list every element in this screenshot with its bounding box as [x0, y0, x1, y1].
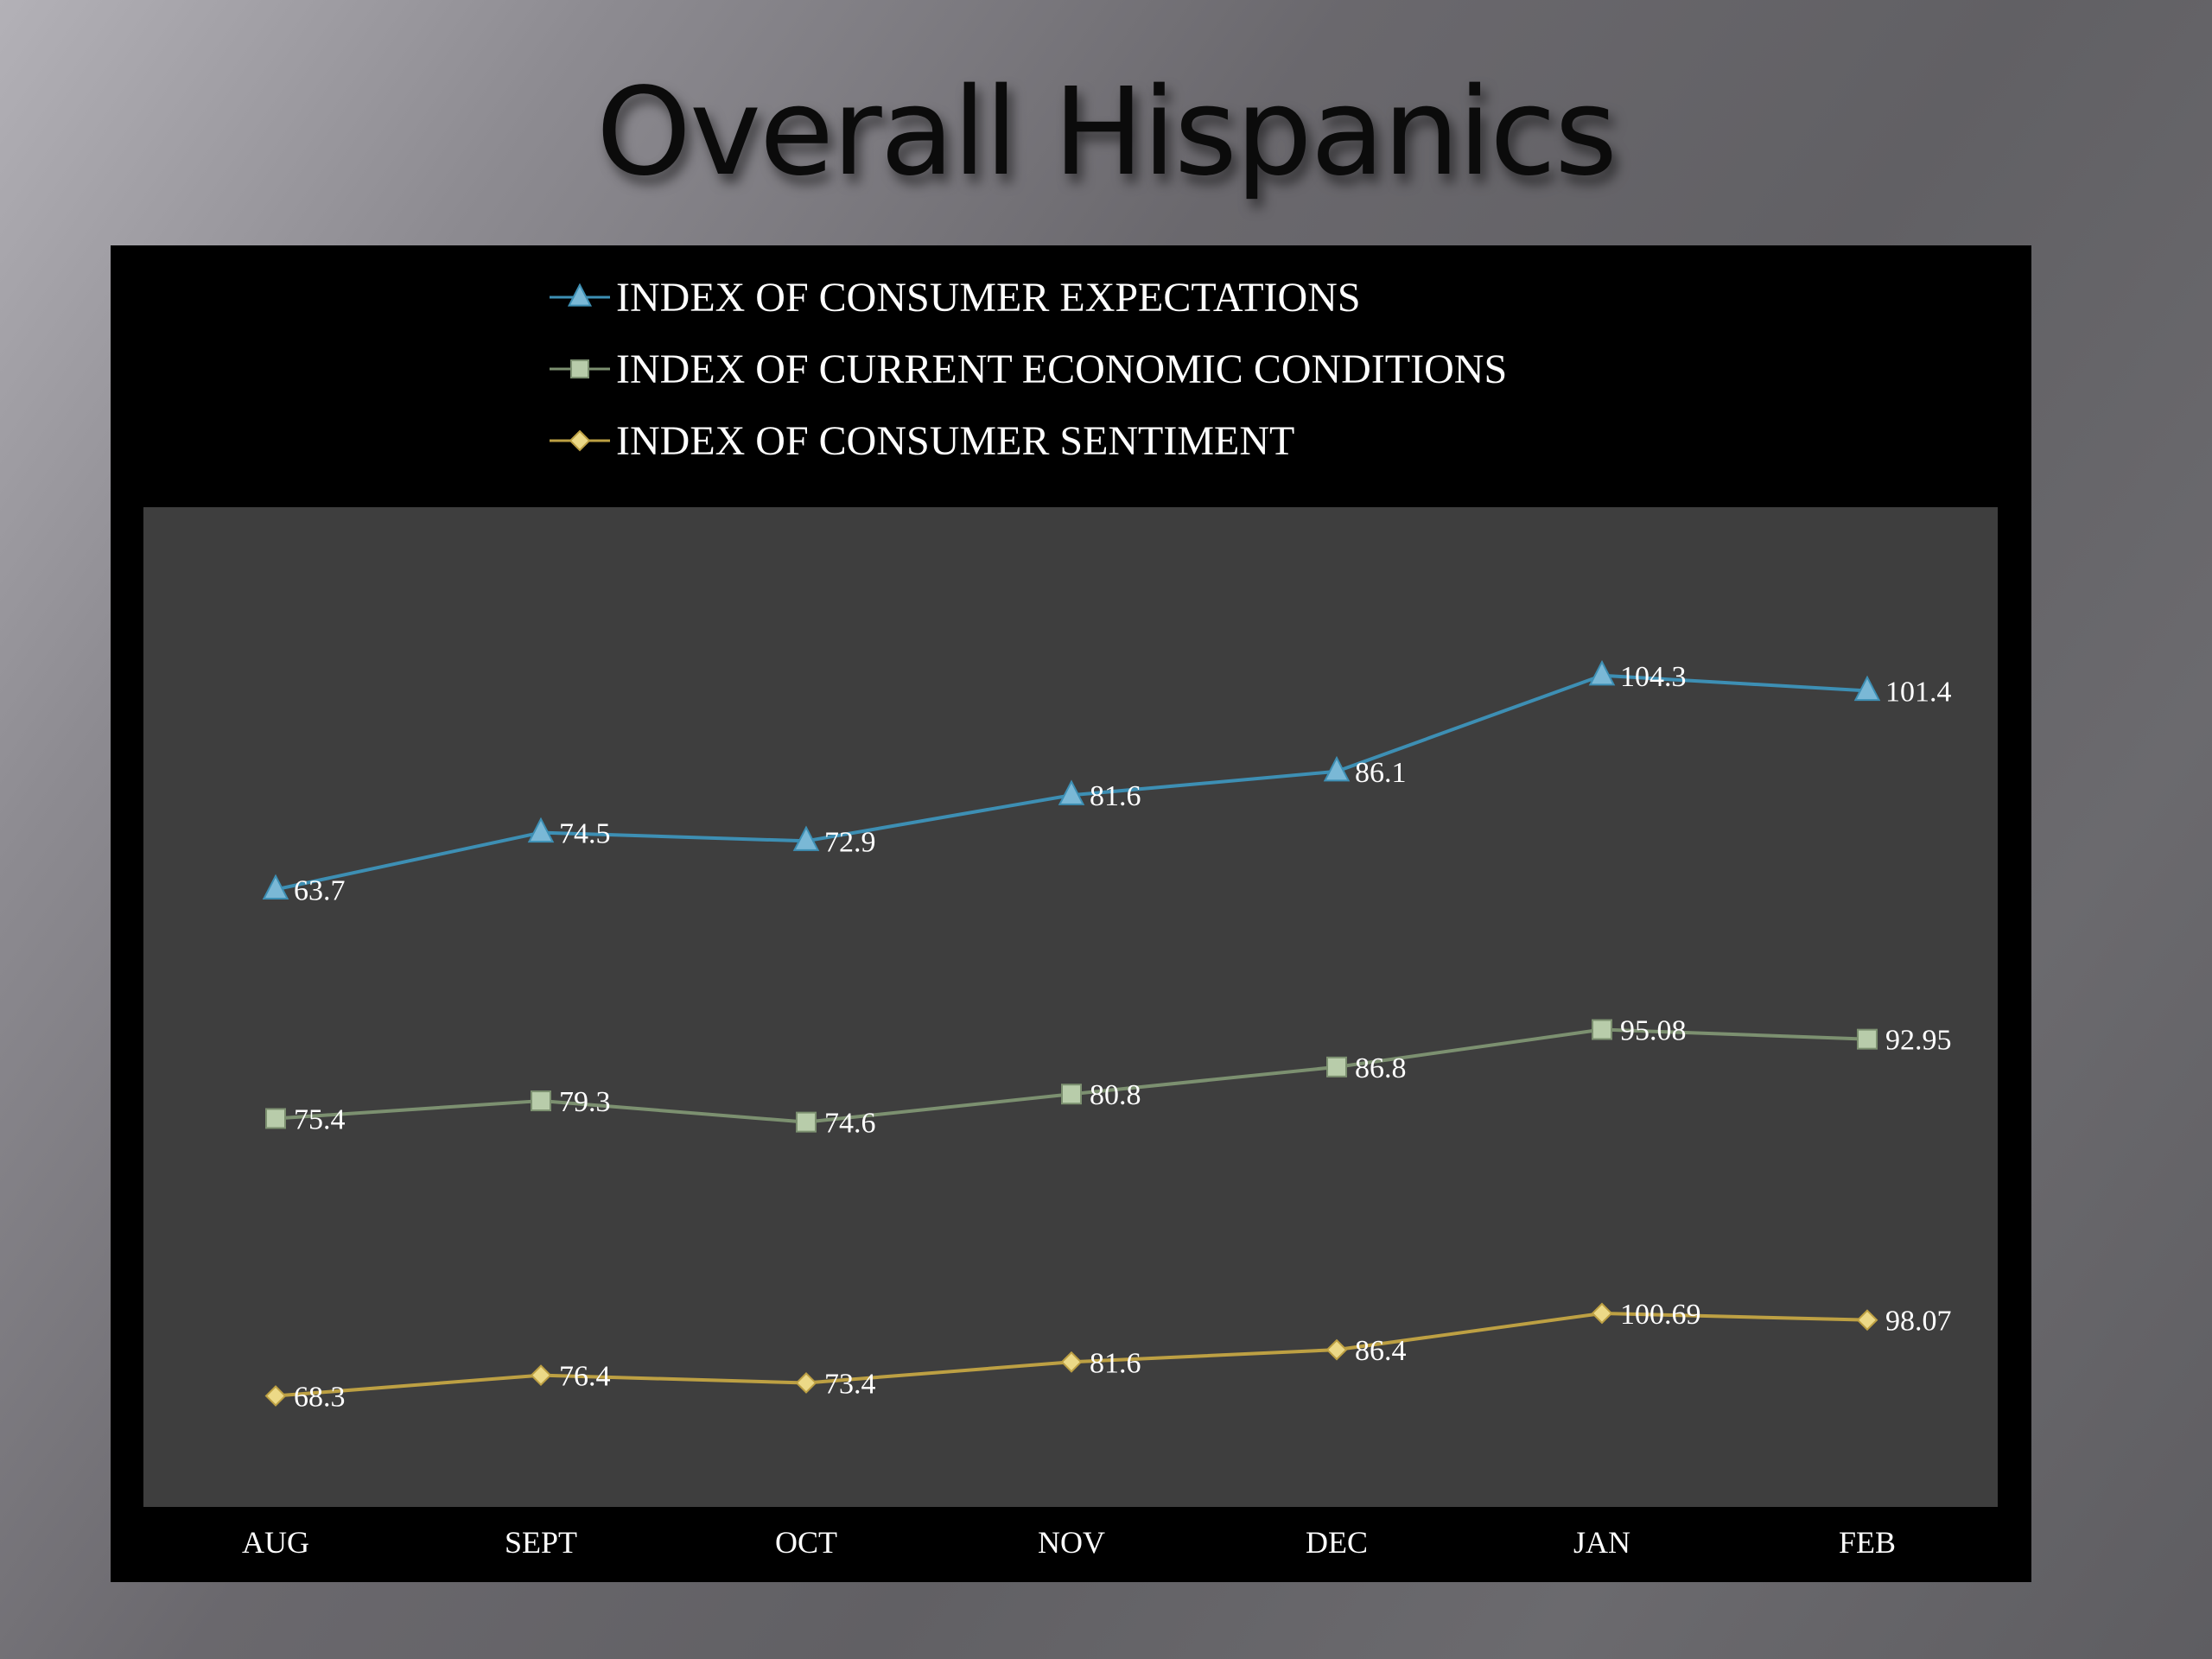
x-tick-label: FEB — [1839, 1525, 1896, 1560]
x-axis-ticks: AUG SEPT OCT NOV DEC JAN FEB — [242, 1525, 1896, 1560]
series-markers — [262, 659, 1881, 1407]
data-point — [1325, 1338, 1348, 1361]
data-label: 81.6 — [1090, 1347, 1141, 1379]
data-point — [1323, 755, 1351, 782]
triangle-marker-legend-icon — [567, 283, 593, 307]
data-label: 92.95 — [1885, 1025, 1952, 1057]
data-label: 63.7 — [294, 874, 346, 906]
data-label: 74.5 — [559, 818, 611, 850]
data-point — [796, 1111, 817, 1133]
data-point — [531, 1090, 551, 1112]
data-label: 100.69 — [1620, 1299, 1701, 1331]
data-point — [530, 1364, 552, 1387]
data-label: 74.6 — [824, 1108, 876, 1140]
line-chart: INDEX OF CONSUMER EXPECTATIONS INDEX OF C… — [143, 275, 1998, 1560]
data-point — [264, 1385, 287, 1407]
x-tick-label: OCT — [775, 1525, 837, 1560]
data-point — [1588, 659, 1616, 686]
data-point — [1857, 1028, 1878, 1050]
data-point — [1856, 1309, 1878, 1332]
legend-entry: INDEX OF CONSUMER EXPECTATIONS — [616, 275, 1361, 321]
data-label: 86.4 — [1355, 1335, 1407, 1367]
data-point — [1061, 1084, 1082, 1105]
data-labels: 63.7 74.5 72.9 81.6 86.1 104.3 101.4 75.4 79.3 74… — [294, 661, 1952, 1414]
data-point — [1853, 675, 1881, 702]
data-label: 79.3 — [559, 1086, 611, 1118]
data-label: 86.8 — [1355, 1052, 1407, 1084]
legend: INDEX OF CONSUMER EXPECTATIONS INDEX OF C… — [550, 275, 1507, 464]
diamond-marker-legend-icon — [569, 429, 591, 452]
data-label: 72.9 — [824, 826, 876, 858]
chart-frame: INDEX OF CONSUMER EXPECTATIONS INDEX OF C… — [111, 245, 2031, 1582]
plot-area — [143, 507, 1998, 1507]
x-tick-label: JAN — [1573, 1525, 1630, 1560]
data-point — [262, 874, 289, 900]
data-label: 81.6 — [1090, 780, 1141, 812]
x-tick-label: NOV — [1038, 1525, 1105, 1560]
data-point — [1058, 779, 1085, 805]
data-point — [1060, 1351, 1083, 1373]
data-label: 80.8 — [1090, 1079, 1141, 1111]
x-tick-label: DEC — [1306, 1525, 1368, 1560]
data-label: 101.4 — [1885, 676, 1952, 708]
data-point — [1592, 1019, 1612, 1040]
data-point — [1326, 1056, 1347, 1077]
slide-title: Overall Hispanics — [595, 62, 1618, 203]
data-label: 98.07 — [1885, 1306, 1952, 1338]
data-point — [1591, 1302, 1613, 1325]
data-label: 86.1 — [1355, 757, 1407, 789]
data-point — [527, 817, 555, 843]
data-label: 75.4 — [294, 1103, 346, 1135]
data-point — [792, 825, 820, 851]
data-label: 95.08 — [1620, 1015, 1687, 1047]
data-label: 104.3 — [1620, 661, 1687, 693]
data-label: 68.3 — [294, 1382, 346, 1414]
data-label: 73.4 — [824, 1368, 876, 1400]
data-label: 76.4 — [559, 1361, 611, 1393]
x-tick-label: SEPT — [505, 1525, 577, 1560]
data-point — [795, 1372, 817, 1394]
legend-entry: INDEX OF CONSUMER SENTIMENT — [616, 418, 1294, 464]
x-tick-label: AUG — [242, 1525, 309, 1560]
square-marker-legend-icon — [570, 359, 589, 378]
data-point — [265, 1108, 286, 1129]
legend-entry: INDEX OF CURRENT ECONOMIC CONDITIONS — [616, 346, 1507, 392]
